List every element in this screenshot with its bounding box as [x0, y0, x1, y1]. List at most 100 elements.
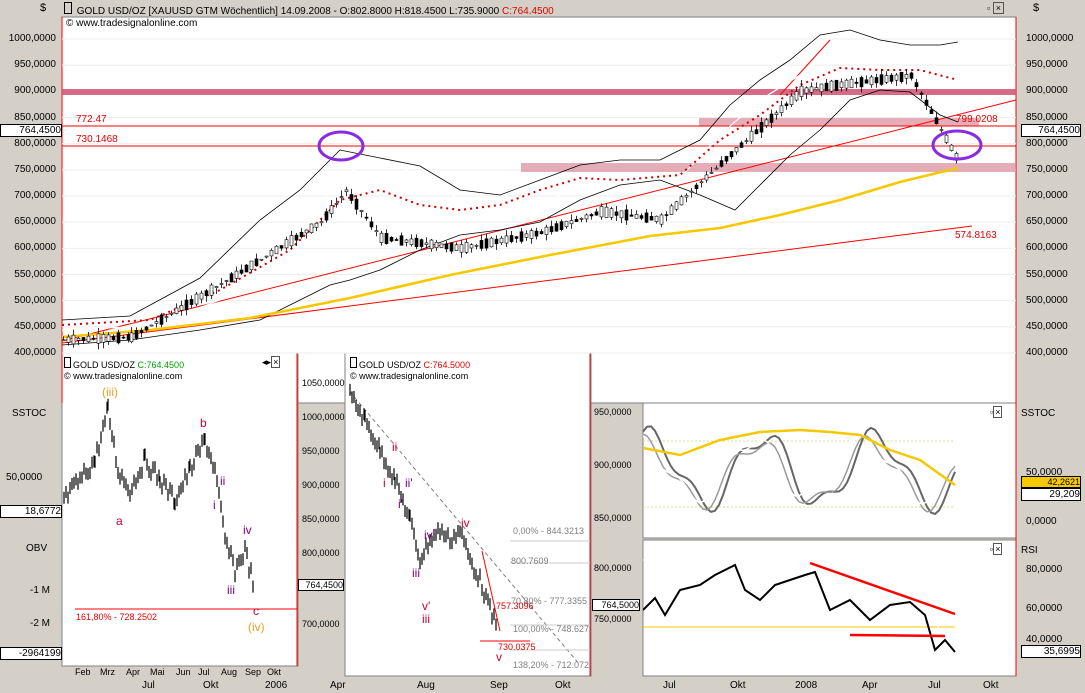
left-y-tick: 950,0000 [302, 446, 340, 456]
candle [594, 211, 599, 216]
candle [764, 119, 769, 126]
window-controls: ▫ × [987, 2, 1004, 14]
chart-type-icon[interactable] [64, 357, 71, 368]
candle [454, 244, 459, 251]
mid-x-label: Sep [490, 680, 508, 691]
window-restore-icon[interactable]: ▫ [990, 544, 994, 554]
close-icon[interactable]: × [271, 356, 281, 368]
candle [274, 245, 279, 255]
candle [324, 211, 329, 221]
candle [704, 174, 709, 181]
wave-label: a [116, 514, 123, 528]
y-tick-label: 700,0000 [14, 190, 56, 201]
wave-label: ii [392, 440, 398, 454]
wave-label: ii [220, 474, 226, 488]
mid-mark-730: 730.0375 [498, 642, 536, 652]
bollinger-lower [62, 89, 959, 346]
candle [239, 269, 244, 274]
fib-level-label: 138,20% - 712.072 [513, 660, 590, 670]
candle [409, 238, 414, 245]
candle [854, 81, 859, 84]
candle [644, 212, 649, 223]
resistance-zone-850 [62, 89, 1016, 95]
arrow-left-icon[interactable]: ◂ [262, 357, 267, 367]
candle [564, 220, 569, 227]
sstoc-line-white [643, 432, 956, 506]
left-x-label: Mrz [100, 667, 115, 677]
candle [689, 190, 694, 193]
candle [284, 239, 289, 249]
close-icon[interactable]: × [993, 406, 1003, 418]
arrow-right-icon[interactable]: ▸ [266, 357, 272, 367]
y-tick-label: 500,0000 [14, 294, 56, 306]
left-x-outer: Jul [142, 680, 155, 691]
window-restore-icon[interactable]: ▫ [990, 407, 994, 417]
candle [304, 229, 309, 234]
sstoc-tick-left: 50,0000 [6, 472, 43, 483]
bollinger-upper [62, 29, 959, 321]
mid-y-tick: 800,0000 [594, 563, 632, 573]
close-icon[interactable]: × [993, 543, 1003, 555]
window-close-icon[interactable]: × [992, 2, 1004, 14]
chart-type-icon[interactable] [350, 357, 357, 368]
rsi-tick-right: 40,0000 [1026, 634, 1063, 645]
chart-type-icon[interactable] [64, 2, 72, 14]
wave-label: i [213, 498, 216, 512]
main-source: © www.tradesignalonline.com [66, 18, 198, 29]
candle [214, 286, 219, 289]
mid-panel-title: GOLD USD/OZ C:764.5000 [350, 357, 470, 370]
fib-level-label: 70,80% - 777.3355 [511, 596, 588, 606]
candle [349, 194, 354, 201]
y-tick-label: 600,0000 [14, 242, 56, 254]
left-panel-area[interactable] [61, 352, 299, 667]
sstoc-tick-right: 50,0000 [1026, 467, 1063, 478]
candle [244, 264, 249, 273]
y-tick-label: 700,0000 [1026, 190, 1068, 201]
candle [659, 214, 664, 225]
candle [539, 231, 544, 235]
candle [62, 339, 66, 342]
rsi-tick-right: 60,0000 [1026, 603, 1063, 614]
left-x-label: Okt [267, 667, 282, 677]
sstoc-label-left: SSTOC [12, 408, 47, 419]
candle [749, 130, 754, 142]
candle [394, 239, 399, 241]
mid-y-tick: 750,0000 [594, 614, 632, 624]
window-restore-icon[interactable]: ▫ [987, 3, 991, 13]
obv-tick-left: -1 M [30, 585, 50, 596]
y-tick-label: 600,0000 [1026, 242, 1068, 254]
candle [869, 76, 874, 86]
candle [414, 237, 419, 248]
main-chart-area[interactable] [61, 16, 1017, 404]
left-panel-title: GOLD USD/OZ C:764.4500 [64, 357, 184, 370]
left-x-label: Apr [126, 667, 141, 677]
mid-panel-source: © www.tradesignalonline.com [350, 371, 469, 381]
candle [554, 223, 559, 232]
candle [379, 232, 384, 243]
candle [884, 75, 889, 83]
candle [499, 237, 504, 244]
annotation-799: 799.0208 [956, 114, 998, 125]
candle [839, 81, 844, 88]
main-x-label: Jul [663, 680, 676, 691]
candle [804, 87, 809, 94]
left-panel-controls: ◂▸ × [262, 356, 281, 368]
candle [449, 242, 454, 252]
y-tick-label: 550,0000 [1026, 268, 1068, 280]
mid-panel-area[interactable] [344, 352, 592, 677]
candle [864, 79, 869, 84]
candle [294, 234, 299, 241]
candle [204, 290, 209, 296]
candle [389, 237, 394, 242]
candle [739, 142, 744, 148]
y-tick-label: 900,0000 [1026, 85, 1068, 97]
sstoc-panel-area[interactable] [642, 402, 1017, 539]
candle [734, 147, 739, 153]
candle [319, 221, 324, 224]
candle [164, 316, 169, 318]
y-tick-label: 1000,0000 [8, 33, 56, 44]
candle [599, 206, 604, 218]
y-tick-label: 400,0000 [14, 347, 56, 358]
candle [809, 86, 814, 93]
